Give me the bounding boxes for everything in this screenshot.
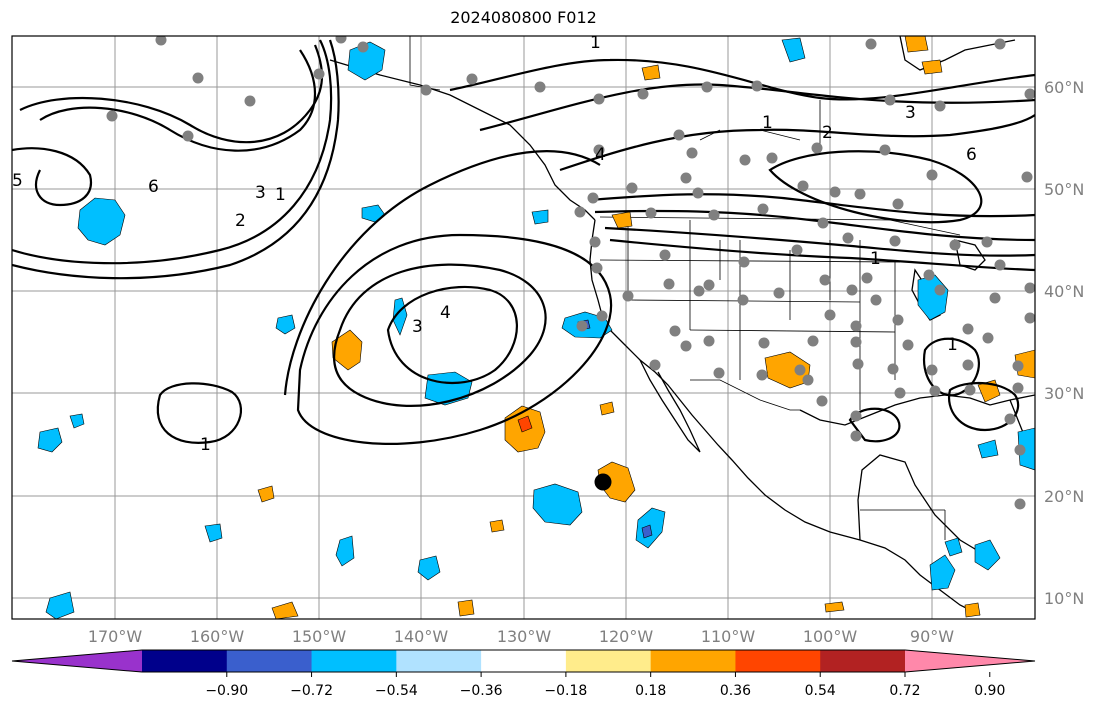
contour-label: 1 <box>275 185 286 205</box>
lon-label: 130°W <box>497 627 552 646</box>
colorbar-segment <box>735 650 821 672</box>
colorbar-segment <box>226 650 313 672</box>
contour-label: 1 <box>200 435 211 455</box>
contour-label: 3 <box>255 183 266 203</box>
colorbar-segment <box>650 650 736 672</box>
lon-label: 110°W <box>701 627 756 646</box>
latitude-labels: 60°N 50°N 40°N 30°N 20°N 10°N <box>1044 78 1084 608</box>
colorbar-tick-label: 0.90 <box>974 683 1005 699</box>
lat-label: 60°N <box>1044 78 1084 97</box>
colorbar-segment <box>481 650 567 672</box>
lon-label: 90°W <box>910 627 954 646</box>
lon-label: 120°W <box>599 627 654 646</box>
colorbar-segment <box>142 650 228 672</box>
filled-anomaly-regions <box>37 36 1035 619</box>
map-title: 2024080800 F012 <box>450 8 597 27</box>
contour-label: 6 <box>966 145 977 165</box>
colorbar-segment <box>565 650 652 672</box>
contour-label: 1 <box>870 249 881 269</box>
colorbar-tick-label: −0.36 <box>460 683 503 699</box>
colorbar-left-extension <box>12 650 142 672</box>
gridlines <box>12 36 1035 619</box>
contour-lines <box>12 39 1035 445</box>
contour-label: 6 <box>148 177 159 197</box>
colorbar-tick-label: −0.18 <box>544 683 587 699</box>
contour-label: 5 <box>12 171 23 191</box>
colorbar-tick-label: −0.90 <box>205 683 248 699</box>
colorbar-segment <box>311 650 397 672</box>
lon-label: 160°W <box>190 627 245 646</box>
longitude-labels: 170°W 160°W 150°W 140°W 130°W 120°W 110°… <box>88 627 954 646</box>
colorbar: −0.90 −0.72 −0.54 −0.36 −0.18 0.18 0.36 0.54 0.7… <box>11 649 1036 699</box>
lat-label: 30°N <box>1044 384 1084 403</box>
storm-center-marker <box>594 473 612 491</box>
colorbar-tick-label: 0.18 <box>635 683 666 699</box>
colorbar-tick-label: −0.72 <box>290 683 333 699</box>
contour-label: 2 <box>822 123 833 143</box>
contour-label: 4 <box>440 303 451 323</box>
contour-label: 1 <box>590 33 601 53</box>
colorbar-segment <box>820 650 906 672</box>
contour-label: 1 <box>947 335 958 355</box>
colorbar-tick-label: −0.54 <box>375 683 418 699</box>
contour-label: 3 <box>905 103 916 123</box>
contour-value-labels: 1 3 4 1 3 2 6 5 1 1 2 3 4 6 1 1 <box>12 33 977 455</box>
colorbar-tick-label: 0.54 <box>805 683 836 699</box>
contour-label: 2 <box>235 211 246 231</box>
station-markers <box>106 36 1035 510</box>
colorbar-right-extension <box>905 650 1035 672</box>
colorbar-tick-label: 0.36 <box>720 683 751 699</box>
colorbar-tick-label: 0.72 <box>889 683 920 699</box>
contour-label: 4 <box>595 145 606 165</box>
lat-label: 50°N <box>1044 180 1084 199</box>
contour-label: 3 <box>412 317 423 337</box>
lon-label: 100°W <box>803 627 858 646</box>
lat-label: 20°N <box>1044 487 1084 506</box>
colorbar-segment <box>396 650 482 672</box>
contour-label: 1 <box>762 113 773 133</box>
lon-label: 140°W <box>394 627 449 646</box>
lon-label: 170°W <box>88 627 143 646</box>
colorbar-outline <box>11 649 1036 673</box>
plot-border <box>11 35 1036 620</box>
lat-label: 40°N <box>1044 282 1084 301</box>
lat-label: 10°N <box>1044 589 1084 608</box>
lon-label: 150°W <box>292 627 347 646</box>
